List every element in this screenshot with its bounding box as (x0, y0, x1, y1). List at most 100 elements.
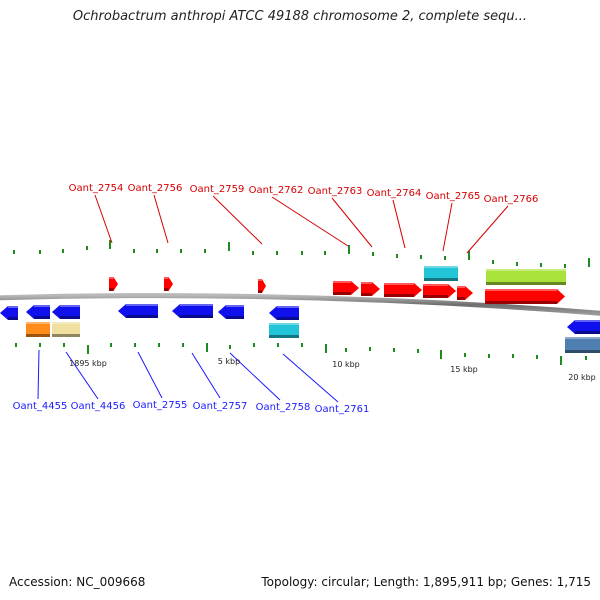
gene-label-reverse: Oant_2758 (256, 402, 311, 413)
gene-oant-2764-body (384, 283, 422, 297)
gene-forward-unlabeled-body (423, 284, 456, 298)
leader-forward (442, 202, 453, 252)
gene-oant-2763-shadow (361, 293, 372, 296)
leader-reverse (137, 351, 163, 399)
gene-oant-2763-body (361, 282, 380, 296)
gene-reverse-a (26, 305, 50, 319)
leader-reverse (229, 352, 281, 401)
gene-label-reverse: Oant_4456 (71, 401, 126, 412)
gene-oant-2757 (172, 304, 213, 318)
gene-oant-2756-body (164, 277, 173, 291)
gene-oant-2758-body (269, 323, 299, 338)
leader-forward (466, 205, 509, 254)
leader-reverse (37, 349, 40, 400)
gene-oant-2762-highlight (333, 281, 351, 283)
gene-oant-2766-body (486, 269, 566, 285)
gene-oant-2765-partner (457, 286, 473, 300)
gene-reverse-edge-body (0, 306, 18, 320)
gene-oant-2755-shadow (126, 315, 158, 318)
gene-oant-2761 (269, 306, 299, 320)
scale-label: 15 kbp (450, 365, 478, 374)
gene-oant-2757-shadow (180, 315, 213, 318)
leader-forward (331, 197, 373, 248)
topology-summary: Topology: circular; Length: 1,895,911 bp… (261, 575, 591, 589)
scale-label: 20 kbp (568, 373, 596, 382)
gene-oant-2762 (333, 281, 359, 295)
gene-forward-long-shadow (485, 301, 557, 304)
gene-oant-4456 (52, 322, 80, 337)
gene-oant-2765-partner-highlight (457, 286, 465, 288)
gene-oant-2766-shadow (486, 282, 566, 285)
gene-reverse-end-highlight (575, 320, 600, 322)
scale-label: 1895 kbp (69, 359, 107, 368)
gene-oant-2765 (424, 266, 458, 281)
scale-label: 5 kbp (218, 357, 240, 366)
gene-reverse-edge (0, 306, 18, 320)
gene-reverse-steel-highlight (565, 337, 600, 339)
gene-oant-2758-shadow (269, 335, 299, 338)
gene-reverse-steel-shadow (565, 350, 600, 353)
gene-label-forward: Oant_2754 (69, 183, 124, 194)
gene-oant-2766-highlight (486, 269, 566, 271)
gene-oant-2762-body (333, 281, 359, 295)
gene-oant-2763 (361, 282, 380, 296)
leader-reverse (65, 351, 99, 400)
gene-label-forward: Oant_2763 (308, 186, 363, 197)
gene-oant-2755-highlight (126, 304, 158, 306)
gene-reverse-b-shadow (60, 316, 80, 319)
gene-reverse-c-body (218, 305, 244, 319)
label-leader-lines (37, 194, 509, 403)
gene-oant-2765-body (424, 266, 458, 281)
gene-oant-2755 (118, 304, 158, 318)
leader-reverse (191, 352, 221, 399)
gene-oant-2756-highlight (164, 277, 169, 279)
gene-forward-unlabeled-highlight (423, 284, 448, 286)
gene-oant-2754-highlight (109, 277, 114, 279)
gene-oant-2755-body (118, 304, 158, 318)
gene-oant-2761-highlight (277, 306, 299, 308)
gene-reverse-b (52, 305, 80, 319)
gene-oant-2757-body (172, 304, 213, 318)
gene-label-forward: Oant_2764 (367, 188, 422, 199)
gene-oant-2765-partner-body (457, 286, 473, 300)
gene-reverse-c-highlight (226, 305, 244, 307)
leader-forward (153, 194, 169, 244)
gene-oant-4456-shadow (52, 334, 80, 337)
gene-label-reverse: Oant_2755 (133, 400, 188, 411)
gene-oant-2758-highlight (269, 323, 299, 325)
gene-reverse-edge-shadow (8, 317, 18, 320)
gene-oant-2764 (384, 283, 422, 297)
gene-oant-2762-shadow (333, 292, 351, 295)
gene-oant-2759-body (258, 279, 266, 293)
chromosome-backbone (0, 293, 600, 316)
gene-label-forward: Oant_2762 (249, 185, 304, 196)
scale-ticks (13, 240, 590, 365)
gene-oant-4456-highlight (52, 322, 80, 324)
gene-label-reverse: Oant_2761 (315, 404, 370, 415)
gene-label-reverse: Oant_4455 (13, 401, 68, 412)
gene-oant-2754-shadow (109, 288, 114, 291)
gene-features (0, 266, 600, 353)
gene-oant-2754-body (109, 277, 118, 291)
gene-oant-4455-highlight (26, 322, 50, 324)
gene-oant-2765-shadow (424, 278, 458, 281)
gene-oant-4455 (26, 322, 50, 337)
gene-oant-2756 (164, 277, 173, 291)
leader-reverse (282, 353, 339, 403)
gene-reverse-end (567, 320, 600, 334)
leader-forward (392, 199, 406, 249)
leader-forward (212, 195, 263, 245)
gene-oant-2754 (109, 277, 118, 291)
gene-oant-2763-highlight (361, 282, 372, 284)
gene-oant-4455-body (26, 322, 50, 337)
gene-oant-2765-highlight (424, 266, 458, 268)
gene-label-forward: Oant_2766 (484, 194, 539, 205)
gene-oant-2764-shadow (384, 294, 414, 297)
scale-label: 10 kbp (332, 360, 360, 369)
gene-oant-2759 (258, 279, 266, 293)
gene-forward-long-highlight (485, 289, 557, 291)
gene-oant-2759-highlight (258, 279, 262, 281)
gene-reverse-a-body (26, 305, 50, 319)
gene-oant-2759-shadow (258, 290, 262, 293)
